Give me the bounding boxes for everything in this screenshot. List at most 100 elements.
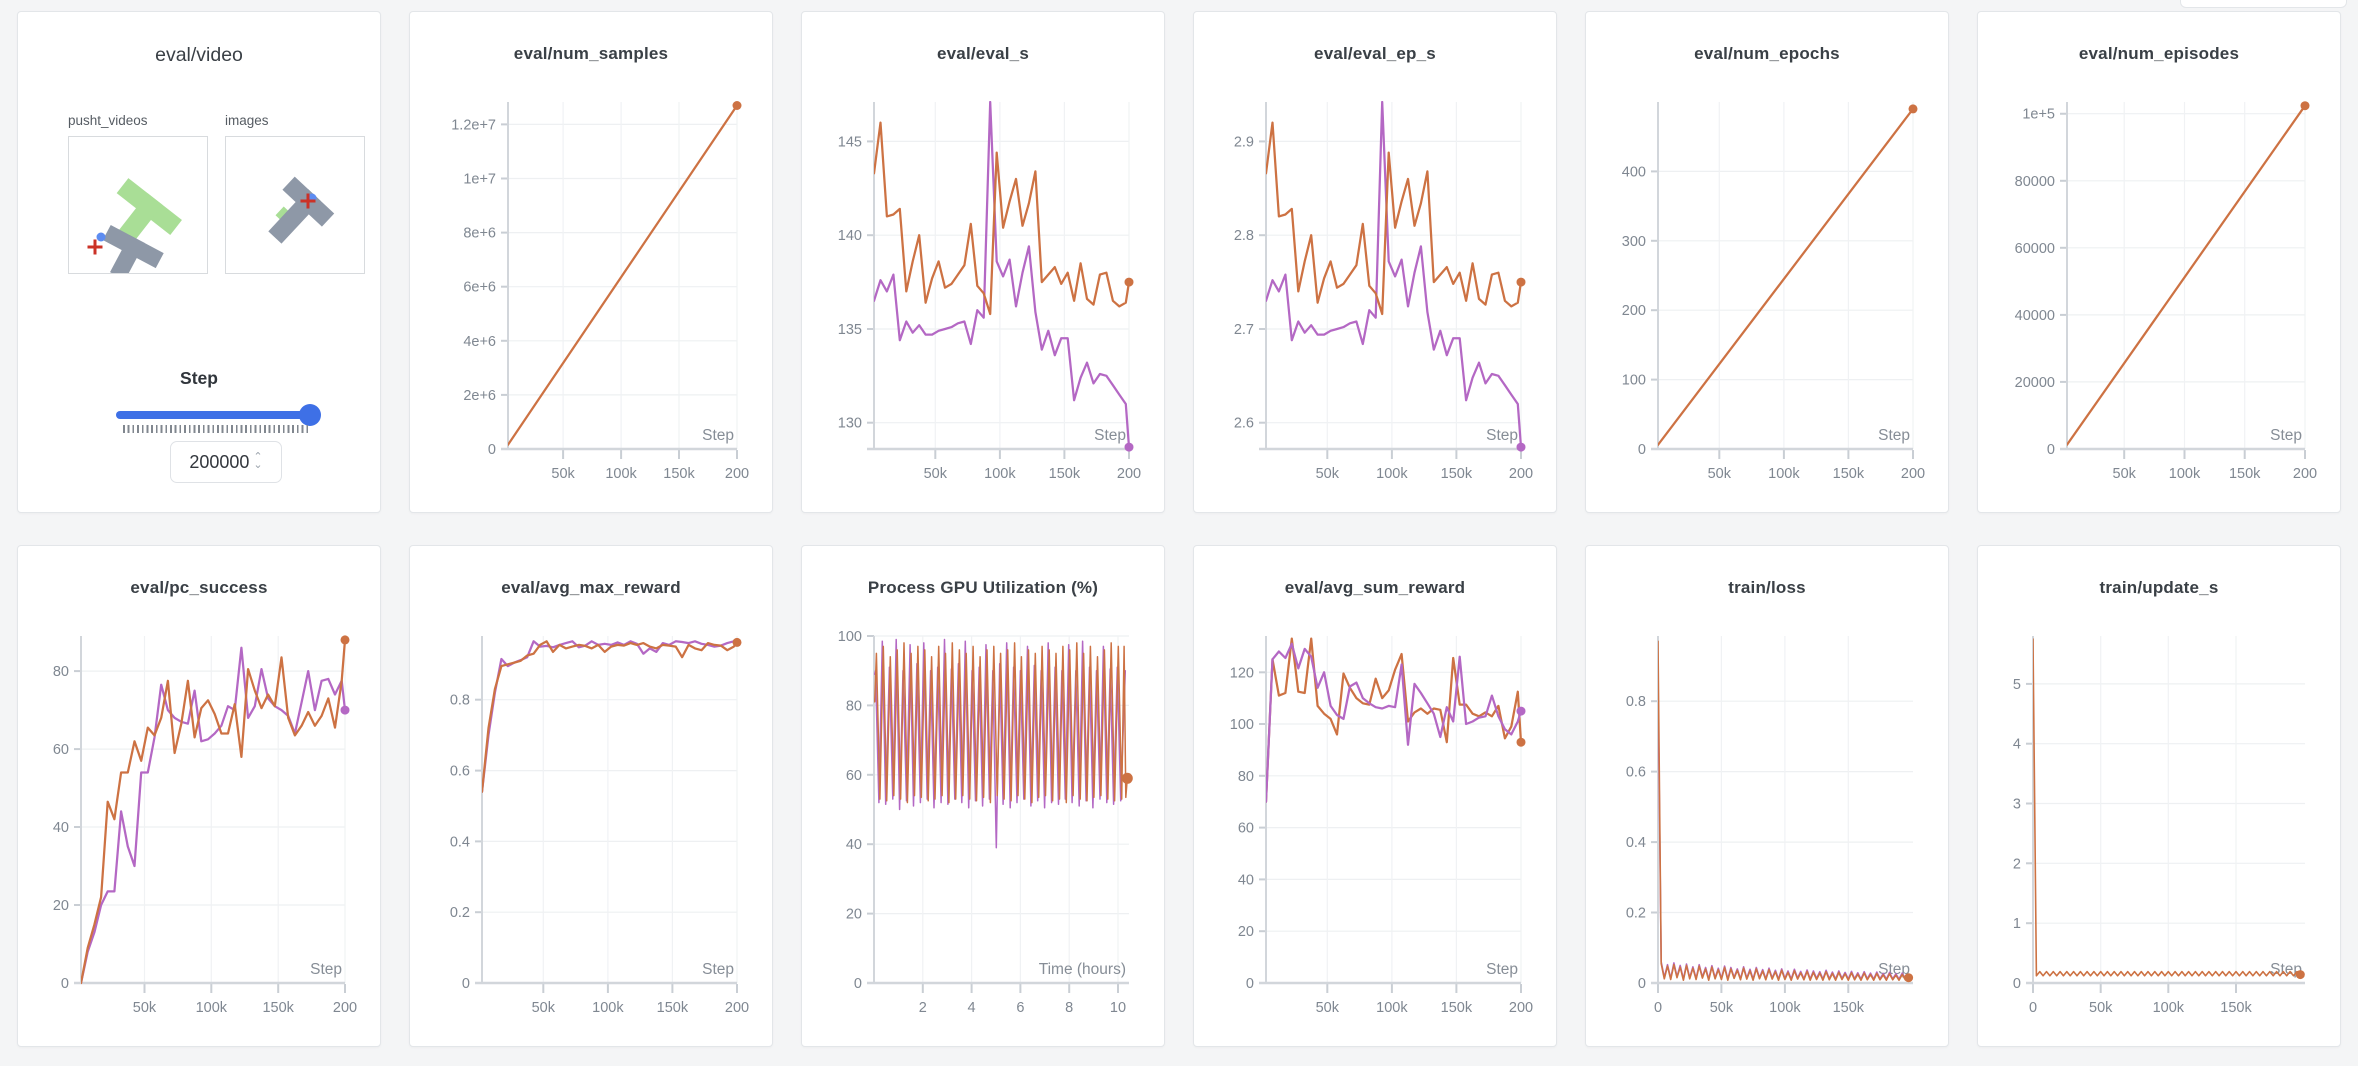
series-purple-line bbox=[482, 640, 739, 793]
y-tick-label: 80 bbox=[846, 698, 862, 714]
chart-title: eval/num_epochs bbox=[1694, 44, 1840, 63]
y-tick-label: 2.6 bbox=[1234, 416, 1254, 432]
panel-title: eval/video bbox=[155, 44, 243, 66]
chart-panel-process-gpu-utilization[interactable]: Process GPU Utilization (%) 0 20 40 60 80 100 2… bbox=[801, 545, 1165, 1047]
x-tick-label: 50k bbox=[2089, 1000, 2113, 1016]
series-orange-endpoint bbox=[1908, 104, 1918, 114]
y-tick-label: 2.7 bbox=[1234, 322, 1254, 338]
x-tick-label: 150k bbox=[663, 466, 695, 482]
step-slider-knob[interactable] bbox=[299, 404, 321, 426]
x-tick-label: 200 bbox=[1901, 466, 1925, 482]
y-tick-label: 6e+6 bbox=[463, 280, 496, 296]
y-tick-label: 60 bbox=[1238, 821, 1254, 837]
y-tick-label: 1.2e+7 bbox=[451, 117, 496, 133]
media-key-label: pusht_videos bbox=[68, 113, 148, 128]
x-axis-label: Time (hours) bbox=[1039, 961, 1126, 978]
x-tick-label: 150k bbox=[2220, 1000, 2252, 1016]
y-tick-label: 0 bbox=[1246, 976, 1254, 992]
series-orange-endpoint bbox=[340, 635, 350, 645]
chart-canvas[interactable]: 0 20 40 60 80 100 2 4 6 8 10 Time (hours) bbox=[802, 599, 1165, 1047]
series-orange-line bbox=[81, 638, 347, 985]
chart-panel-eval-avg-sum-reward[interactable]: eval/avg_sum_reward 0 20 40 60 80 100 120 50k 100… bbox=[1193, 545, 1557, 1047]
x-tick-label: 200 bbox=[1117, 466, 1141, 482]
chart-panel-eval-pc-success[interactable]: eval/pc_success 0 20 40 60 80 50k 100k 150k 200 St… bbox=[17, 545, 381, 1047]
green-t-block bbox=[115, 178, 182, 246]
chart-panel-eval-num-samples[interactable]: eval/num_samples 0 2e+6 4e+6 6e+6 8e+6 1e+7 1.2… bbox=[409, 11, 773, 513]
y-tick-label: 2e+6 bbox=[463, 388, 496, 404]
chart-canvas[interactable]: 0 20000 40000 60000 80000 1e+5 50k 100k 150k 200 S… bbox=[1978, 65, 2341, 513]
series-orange-line bbox=[482, 640, 739, 793]
x-tick-label: 10 bbox=[1110, 1000, 1126, 1016]
y-tick-label: 4e+6 bbox=[463, 334, 496, 350]
blue-agent-dot bbox=[96, 232, 106, 242]
y-tick-label: 0 bbox=[488, 442, 496, 458]
x-tick-label: 50k bbox=[532, 1000, 556, 1016]
series-orange-line bbox=[508, 104, 739, 446]
chart-canvas[interactable]: 0 0.2 0.4 0.6 0.8 50k 100k 150k 200 Step bbox=[410, 599, 773, 1047]
y-tick-label: 100 bbox=[1230, 717, 1254, 733]
y-tick-label: 0 bbox=[1638, 976, 1646, 992]
series-orange-endpoint bbox=[2300, 101, 2310, 111]
x-tick-label: 50k bbox=[1316, 466, 1340, 482]
series-orange-line bbox=[1266, 121, 1523, 316]
chart-title: train/loss bbox=[1728, 578, 1806, 597]
pusht-scene bbox=[87, 178, 182, 281]
series-orange-endpoint bbox=[1516, 737, 1526, 747]
chart-panel-eval-avg-max-reward[interactable]: eval/avg_max_reward 0 0.2 0.4 0.6 0.8 50k 100k 1… bbox=[409, 545, 773, 1047]
y-tick-label: 40 bbox=[53, 820, 69, 836]
chart-panel-eval-num-episodes[interactable]: eval/num_episodes 0 20000 40000 60000 80000 1e… bbox=[1977, 11, 2341, 513]
y-tick-label: 3 bbox=[2013, 797, 2021, 813]
y-tick-label: 0 bbox=[1638, 442, 1646, 458]
x-tick-label: 200 bbox=[725, 466, 749, 482]
series-orange-endpoint bbox=[1124, 277, 1134, 287]
x-tick-label: 50k bbox=[551, 466, 575, 482]
x-axis-label: Step bbox=[702, 427, 734, 444]
y-tick-label: 60000 bbox=[2015, 241, 2055, 257]
video-thumbnail-images[interactable] bbox=[225, 136, 365, 274]
chart-title: eval/avg_sum_reward bbox=[1284, 578, 1466, 597]
x-tick-label: 150k bbox=[1441, 1000, 1473, 1016]
step-input[interactable]: 200000 ⌃ ⌄ bbox=[170, 441, 282, 483]
y-tick-label: 8e+6 bbox=[463, 226, 496, 242]
chart-panel-eval-num-epochs[interactable]: eval/num_epochs 0 100 200 300 400 50k 100k 150k 2… bbox=[1585, 11, 1949, 513]
chart-canvas[interactable]: 0 2e+6 4e+6 6e+6 8e+6 1e+7 1.2e+7 50k 100k 150k 20… bbox=[410, 65, 773, 513]
chart-panel-eval-eval-ep-s[interactable]: eval/eval_ep_s 2.6 2.7 2.8 2.9 50k 100k 150k 200… bbox=[1193, 11, 1557, 513]
chart-title: eval/pc_success bbox=[130, 578, 268, 597]
series-orange-line bbox=[1658, 640, 1910, 982]
chart-canvas[interactable]: 0 100 200 300 400 50k 100k 150k 200 Step bbox=[1586, 65, 1949, 513]
y-tick-label: 0.6 bbox=[1626, 765, 1646, 781]
x-tick-label: 150k bbox=[1833, 466, 1865, 482]
y-tick-label: 80 bbox=[1238, 769, 1254, 785]
x-axis-label: Step bbox=[310, 961, 342, 978]
y-tick-label: 400 bbox=[1622, 164, 1646, 180]
x-tick-label: 200 bbox=[1509, 1000, 1533, 1016]
x-tick-label: 200 bbox=[725, 1000, 749, 1016]
panel-eval-video[interactable]: eval/video pusht_videos images bbox=[17, 11, 381, 513]
y-tick-label: 0.6 bbox=[450, 764, 470, 780]
step-slider[interactable] bbox=[116, 404, 321, 426]
y-tick-label: 60 bbox=[846, 768, 862, 784]
y-tick-label: 0.8 bbox=[1626, 694, 1646, 710]
y-tick-label: 4 bbox=[2013, 737, 2021, 753]
chart-panel-eval-eval-s[interactable]: eval/eval_s 130 135 140 145 50k 100k 150k 200 Ste… bbox=[801, 11, 1165, 513]
chart-panel-train-update-s[interactable]: train/update_s 0 1 2 3 4 5 0 50k 100k 150k Step bbox=[1977, 545, 2341, 1047]
chevron-up-icon[interactable]: ⌃ bbox=[253, 450, 263, 463]
x-axis-label: Step bbox=[702, 961, 734, 978]
x-tick-label: 100k bbox=[984, 466, 1016, 482]
chart-panel-train-loss[interactable]: train/loss 0 0.2 0.4 0.6 0.8 0 50k 100k 150k Step bbox=[1585, 545, 1949, 1047]
x-tick-label: 200 bbox=[333, 1000, 357, 1016]
chevron-down-icon[interactable]: ⌄ bbox=[253, 458, 263, 471]
x-tick-label: 150k bbox=[262, 1000, 294, 1016]
series-purple-line bbox=[1266, 101, 1523, 449]
chart-canvas[interactable]: 130 135 140 145 50k 100k 150k 200 Step bbox=[802, 65, 1165, 513]
video-thumbnail-pusht[interactable] bbox=[68, 136, 208, 281]
y-tick-label: 0 bbox=[854, 976, 862, 992]
x-axis-label: Step bbox=[1486, 961, 1518, 978]
series-orange-line bbox=[1266, 637, 1523, 803]
chart-canvas[interactable]: 2.6 2.7 2.8 2.9 50k 100k 150k 200 Step bbox=[1194, 65, 1557, 513]
chart-canvas[interactable]: 0 20 40 60 80 100 120 50k 100k 150k 200 Step bbox=[1194, 599, 1557, 1047]
chart-canvas[interactable]: 0 20 40 60 80 50k 100k 150k 200 Step bbox=[18, 599, 381, 1047]
y-tick-label: 40 bbox=[1238, 872, 1254, 888]
